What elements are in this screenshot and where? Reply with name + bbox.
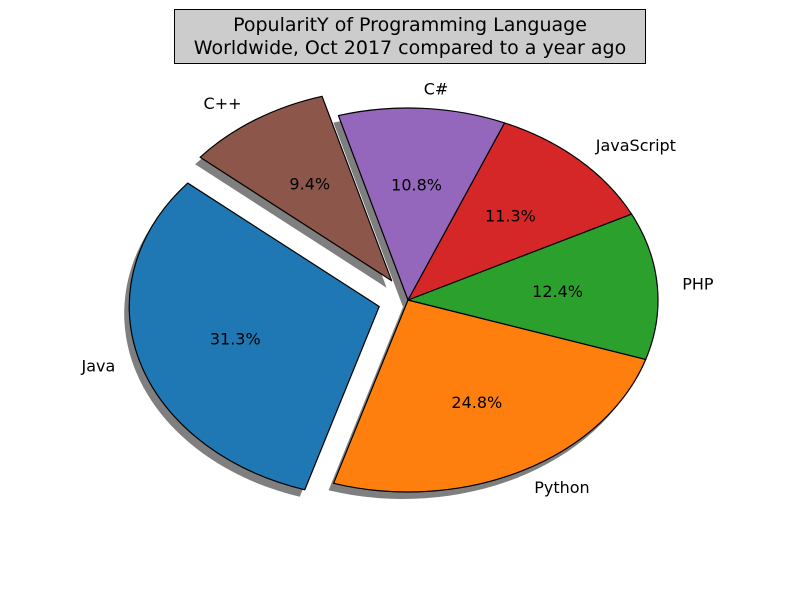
- pct-label-java: 31.3%: [210, 329, 261, 348]
- wedge-cpp: [199, 95, 393, 282]
- wedge-python: [332, 299, 647, 493]
- pct-label-php: 12.4%: [532, 282, 583, 301]
- wedge-csharp: [337, 107, 506, 301]
- pct-label-csharp: 10.8%: [391, 175, 442, 194]
- wedge-javascript: [407, 122, 633, 301]
- wedge-java: [128, 182, 380, 491]
- pct-label-javascript: 11.3%: [485, 206, 536, 225]
- wedge-php: [407, 213, 659, 361]
- slice-label-javascript: JavaScript: [595, 136, 676, 155]
- slice-label-java: Java: [81, 356, 116, 375]
- chart-title-line-2: Worldwide, Oct 2017 compared to a year a…: [193, 36, 627, 59]
- slice-label-php: PHP: [682, 275, 714, 294]
- slice-label-cpp: C++: [204, 94, 242, 113]
- pie-labels: 31.3% Java 24.8% Python 12.4% PHP 11.3% JavaScr…: [81, 80, 714, 497]
- chart-title-line-1: PopularitY of Programming Language: [233, 13, 587, 36]
- slice-label-csharp: C#: [424, 80, 449, 99]
- pie-wedges: [128, 95, 659, 493]
- slice-label-python: Python: [534, 478, 589, 497]
- pct-label-cpp: 9.4%: [289, 175, 330, 194]
- pct-label-python: 24.8%: [451, 393, 502, 412]
- chart-title: PopularitY of Programming Language World…: [174, 9, 646, 64]
